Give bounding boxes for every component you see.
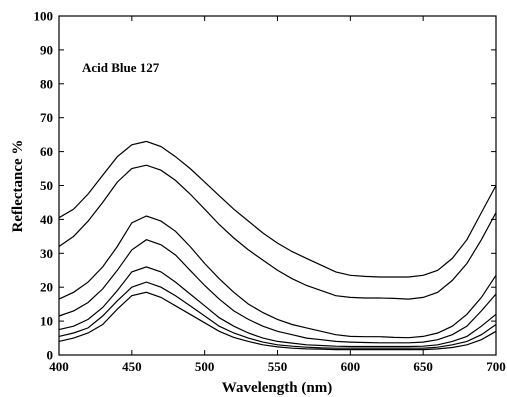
series-line-2 — [58, 164, 497, 300]
axis-ticks — [58, 15, 497, 356]
y-tick-label: 10 — [40, 314, 53, 329]
x-tick-label: 400 — [49, 359, 69, 374]
series-line-6 — [58, 281, 497, 349]
y-tick-label: 20 — [40, 280, 53, 295]
series-line-5 — [58, 266, 497, 348]
tick-labels: 400 450 500 550 600 650 700 0 10 20 30 40 50 60 70 80 90… — [34, 9, 506, 375]
x-tick-label: 700 — [486, 359, 506, 374]
series-line-1 — [58, 140, 497, 278]
y-tick-label: 50 — [40, 178, 53, 193]
y-tick-label: 30 — [40, 246, 53, 261]
series-line-7 — [58, 291, 497, 351]
x-tick-label: 650 — [413, 359, 433, 374]
y-tick-label: 60 — [40, 144, 53, 159]
y-tick-label: 0 — [47, 348, 54, 363]
x-tick-label: 600 — [341, 359, 361, 374]
x-tick-label: 500 — [195, 359, 215, 374]
x-tick-label: 550 — [268, 359, 288, 374]
y-tick-label: 80 — [40, 76, 53, 91]
y-tick-label: 90 — [40, 42, 53, 57]
series-line-4 — [58, 239, 497, 344]
y-axis-label: Reflectance % — [10, 140, 26, 233]
chart-annotation: Acid Blue 127 — [82, 60, 160, 75]
series-line-3 — [58, 215, 497, 339]
series-lines — [58, 140, 497, 351]
x-tick-label: 450 — [122, 359, 142, 374]
y-tick-label: 40 — [40, 212, 53, 227]
x-axis-label: Wavelength (nm) — [222, 380, 332, 396]
y-tick-label: 100 — [34, 9, 54, 24]
y-tick-label: 70 — [40, 110, 53, 125]
